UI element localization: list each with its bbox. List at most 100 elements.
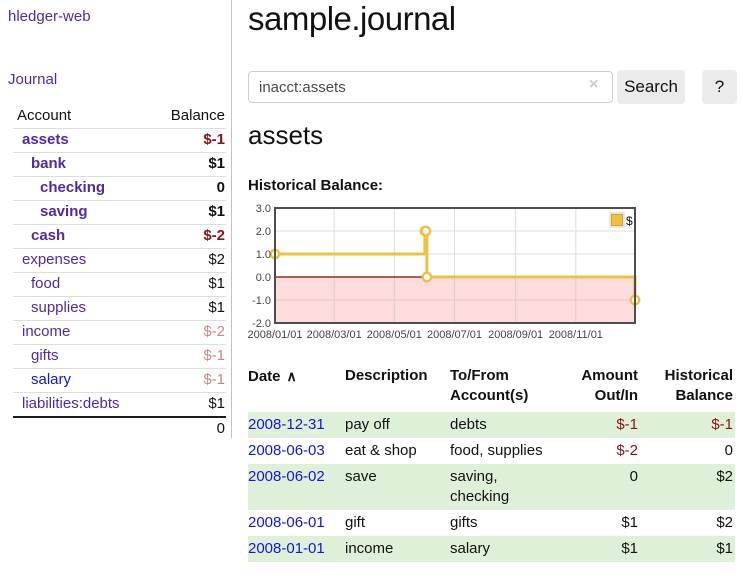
transaction-amount: 0	[629, 468, 638, 485]
sidebar-account-gifts[interactable]: gifts	[31, 347, 59, 364]
transaction-balance: 0	[724, 442, 733, 459]
svg-text:2008/05/01: 2008/05/01	[367, 329, 422, 341]
transaction-balance: $2	[716, 468, 733, 485]
search-button[interactable]: Search	[617, 70, 685, 104]
transaction-amount: $-1	[616, 416, 638, 433]
svg-text:0.0: 0.0	[256, 272, 271, 284]
transaction-description: gift	[345, 514, 366, 531]
account-row: saving $1	[13, 200, 226, 225]
account-balance: $1	[208, 395, 225, 412]
account-balance: $-2	[203, 227, 225, 244]
transaction-description: income	[345, 540, 394, 557]
sidebar-account-liabilities-debts[interactable]: liabilities:debts	[22, 395, 120, 412]
account-balance: $-1	[203, 371, 225, 388]
transaction-description: pay off	[345, 416, 390, 433]
svg-text:2008/07/01: 2008/07/01	[427, 329, 482, 341]
sidebar-account-assets[interactable]: assets	[22, 131, 69, 148]
sidebar-account-bank[interactable]: bank	[31, 155, 67, 172]
account-balance: $1	[208, 203, 225, 220]
account-balance: $2	[208, 251, 225, 268]
sidebar-account-cash[interactable]: cash	[31, 227, 66, 244]
chart-label: Historical Balance:	[248, 177, 384, 194]
account-row: liabilities:debts $1	[13, 392, 226, 418]
sidebar-account-income[interactable]: income	[22, 323, 71, 340]
account-row: checking 0	[13, 176, 226, 201]
app-brand-link[interactable]: hledger-web	[8, 8, 91, 25]
register-column-amount: Amount Out/In	[581, 367, 638, 404]
account-row: supplies $1	[13, 296, 226, 321]
transaction-amount: $-2	[616, 442, 638, 459]
account-row: food $1	[13, 272, 226, 297]
register-table: Date ∧ Description To/From Account(s) Amount…	[248, 364, 735, 562]
account-balance: $-1	[203, 347, 225, 364]
svg-text:$: $	[626, 214, 633, 228]
transaction-amount: $1	[621, 540, 638, 557]
sidebar-item-journal[interactable]: Journal	[8, 71, 58, 88]
transaction-balance: $-1	[711, 416, 733, 433]
svg-text:1.0: 1.0	[256, 249, 271, 261]
svg-text:2008/09/01: 2008/09/01	[488, 329, 543, 341]
historical-balance-chart: $3.0 2.0 1.0 0.0 -1.0 -2.0 2008/01/01 2008/03/0…	[247, 202, 642, 344]
clear-search-icon[interactable]: ×	[589, 76, 599, 93]
page-title: sample.journal	[248, 0, 456, 37]
accounts-table: Account Balance assets $-1 bank $1 checking 0…	[13, 104, 226, 441]
svg-text:-1.0: -1.0	[252, 295, 271, 307]
svg-text:-2.0: -2.0	[252, 318, 271, 330]
account-row: income $-2	[13, 320, 226, 345]
transaction-accounts: salary	[450, 540, 491, 557]
account-heading: assets	[248, 120, 324, 150]
transaction-description: eat & shop	[345, 442, 417, 459]
svg-text:2008/03/01: 2008/03/01	[307, 329, 362, 341]
account-balance: $1	[208, 275, 225, 292]
transaction-date-link[interactable]: 2008-01-01	[248, 540, 325, 557]
account-row: salary $-1	[13, 368, 226, 393]
sidebar-account-checking[interactable]: checking	[40, 179, 106, 196]
transaction-date-link[interactable]: 2008-06-03	[248, 442, 325, 459]
accounts-column-header: Account	[17, 107, 72, 124]
accounts-total-balance: 0	[216, 420, 225, 437]
transaction-row: 2008-01-01 income salary $1 $1	[248, 536, 735, 562]
transaction-balance: $2	[716, 514, 733, 531]
transaction-row: 2008-06-01 gift gifts $1 $2	[248, 510, 735, 536]
transaction-date-link[interactable]: 2008-06-02	[248, 468, 325, 485]
register-column-description: Description	[345, 367, 428, 384]
sort-ascending-icon[interactable]: ∧	[286, 368, 297, 384]
sidebar-account-expenses[interactable]: expenses	[22, 251, 87, 268]
sidebar-account-salary[interactable]: salary	[31, 371, 72, 388]
register-column-historical: Historical Balance	[664, 367, 733, 404]
svg-text:3.0: 3.0	[256, 203, 271, 215]
balance-column-header: Balance	[170, 107, 225, 124]
accounts-table-header: Account Balance	[13, 104, 226, 129]
svg-text:2008/01/01: 2008/01/01	[247, 329, 302, 341]
account-balance: $1	[208, 155, 225, 172]
sidebar-account-food[interactable]: food	[31, 275, 61, 292]
sidebar-account-saving[interactable]: saving	[40, 203, 88, 220]
transaction-accounts: debts	[450, 416, 487, 433]
transaction-row: 2008-06-02 save saving, checking 0 $2	[248, 464, 735, 510]
account-row: cash $-2	[13, 224, 226, 249]
transaction-amount: $1	[621, 514, 638, 531]
account-row: bank $1	[13, 152, 226, 177]
transaction-accounts: saving, checking	[450, 468, 510, 505]
transaction-description: save	[345, 468, 377, 485]
svg-text:2008/11/01: 2008/11/01	[549, 329, 603, 341]
accounts-total-row: 0	[13, 417, 226, 441]
search-input[interactable]	[248, 71, 613, 103]
sidebar-account-supplies[interactable]: supplies	[31, 299, 87, 316]
register-column-tofrom: To/From Account(s)	[450, 367, 529, 404]
account-balance: 0	[216, 179, 225, 196]
transaction-row: 2008-06-03 eat & shop food, supplies $-2 0	[248, 438, 735, 464]
register-column-date[interactable]: Date ∧	[248, 368, 297, 385]
transaction-date-link[interactable]: 2008-12-31	[248, 416, 325, 433]
transaction-row: 2008-12-31 pay off debts $-1 $-1	[248, 412, 735, 438]
help-button[interactable]: ?	[702, 70, 737, 104]
account-balance: $1	[208, 299, 225, 316]
account-balance: $-1	[203, 131, 225, 148]
transaction-accounts: gifts	[450, 514, 478, 531]
sidebar: hledger-web Journal Account Balance asse…	[0, 0, 232, 438]
account-balance: $-2	[203, 323, 225, 340]
transaction-date-link[interactable]: 2008-06-01	[248, 514, 325, 531]
transaction-accounts: food, supplies	[450, 442, 543, 459]
account-row: gifts $-1	[13, 344, 226, 369]
account-row: assets $-1	[13, 128, 226, 153]
